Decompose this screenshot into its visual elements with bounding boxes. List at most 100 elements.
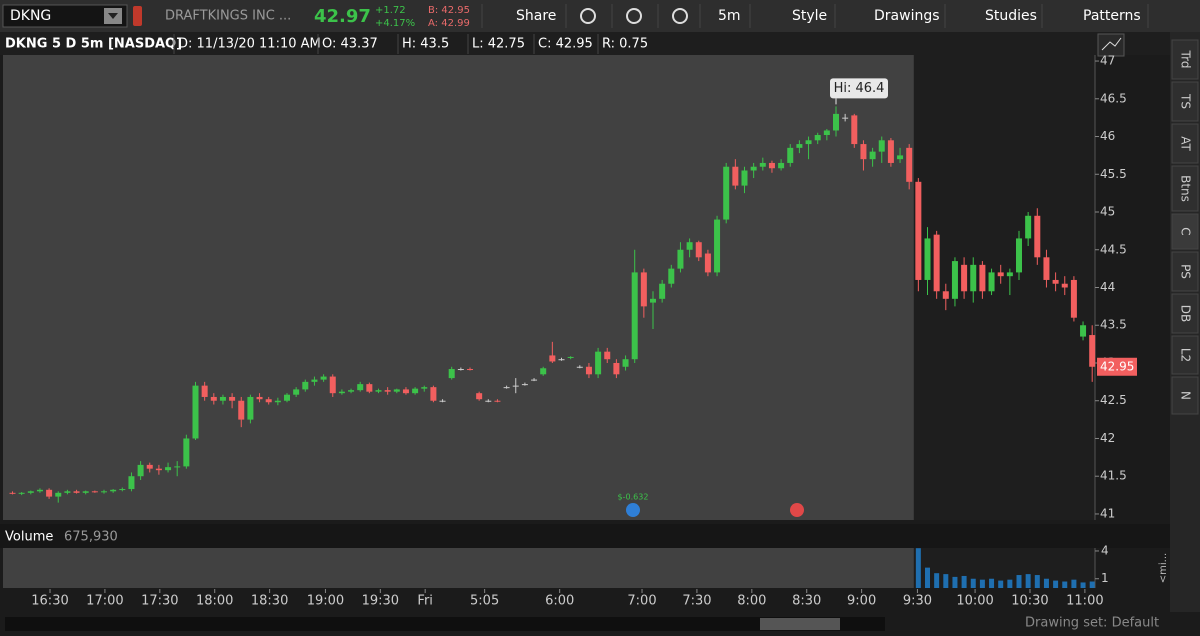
toolbar-icon[interactable] (626, 8, 642, 24)
side-tab-label[interactable]: L2 (1179, 348, 1193, 362)
candle-body (796, 144, 803, 148)
candle-body (750, 166, 757, 171)
scrollbar[interactable] (5, 617, 885, 631)
candle-body (210, 396, 217, 401)
scroll-thumb[interactable] (760, 618, 840, 630)
side-tab-label[interactable]: TS (1179, 93, 1193, 109)
candle-body (878, 140, 885, 152)
header-field: DKNG 5 D 5m [NASDAQ] (5, 37, 182, 52)
candle-body (576, 366, 583, 368)
volume-bar (998, 580, 1004, 588)
side-tab-label[interactable]: AT (1179, 136, 1193, 151)
x-tick-label: 10:00 (956, 594, 993, 609)
candle-body (988, 272, 995, 292)
side-tab-label[interactable]: Btns (1179, 175, 1193, 202)
volume-value: 675,930 (64, 530, 118, 545)
side-tab-label[interactable]: N (1179, 391, 1193, 400)
candle-body (256, 396, 263, 400)
candle-body (640, 272, 647, 307)
volume-bar (1016, 575, 1022, 588)
side-tab[interactable] (1171, 335, 1199, 375)
candle-body (1043, 257, 1050, 280)
earnings-event[interactable] (790, 503, 804, 517)
candle-body (476, 393, 483, 400)
side-tab[interactable] (1171, 123, 1199, 164)
y-tick-label: 45.5 (1100, 167, 1127, 181)
button-label[interactable]: Patterns (1083, 8, 1141, 24)
candle-body (412, 388, 419, 394)
button-label[interactable]: Drawings (874, 8, 940, 24)
candle-body (915, 181, 922, 280)
candle-body (979, 264, 986, 292)
y-tick-label: 42.5 (1100, 393, 1127, 407)
x-tick-label: 6:00 (545, 594, 574, 609)
side-tab[interactable] (1171, 293, 1199, 334)
side-tab[interactable] (1171, 213, 1199, 250)
side-tab-label[interactable]: Trd (1179, 50, 1193, 69)
x-tick-label: 19:30 (362, 594, 399, 609)
y-tick-label: 47 (1100, 54, 1115, 68)
candle-body (128, 476, 135, 490)
candle-body (860, 144, 867, 160)
button-label[interactable]: Style (792, 8, 827, 24)
x-tick-label: 7:00 (627, 594, 656, 609)
bid: B: 42.95 (428, 5, 470, 16)
side-tab[interactable] (1171, 376, 1199, 415)
button-label[interactable]: Share (516, 8, 556, 24)
side-tab[interactable] (1171, 39, 1199, 80)
volume-bar (925, 567, 930, 588)
link-icon[interactable] (133, 6, 142, 26)
candle-body (137, 464, 144, 477)
candle-body (229, 396, 236, 401)
toolbar-icon[interactable] (580, 8, 596, 24)
style-toggle[interactable] (1097, 33, 1125, 57)
volume-bar (1034, 575, 1040, 588)
candle-body (467, 369, 473, 371)
volume-bar (952, 576, 958, 588)
side-tab[interactable] (1171, 165, 1199, 212)
y-tick-label: 41.5 (1100, 469, 1127, 483)
candle-body (9, 492, 16, 494)
candle-body (1034, 215, 1041, 258)
dividend-event[interactable] (626, 503, 640, 517)
symbol-box[interactable] (2, 4, 128, 28)
button-label[interactable]: Studies (985, 8, 1037, 24)
x-tick-label: 11:00 (1066, 594, 1103, 609)
candle-body (64, 491, 71, 493)
side-tab-label[interactable]: C (1179, 227, 1193, 235)
hi-callout (830, 78, 888, 99)
y-tick-label: 44 (1100, 280, 1115, 294)
volume-label: Volume (5, 530, 53, 545)
candle-body (18, 492, 25, 494)
symbol[interactable]: DKNG (10, 8, 51, 24)
candle-body (869, 151, 876, 160)
header-field: R: 0.75 (602, 37, 648, 52)
volume-bar (961, 575, 967, 588)
candle-body (942, 291, 949, 299)
candle-body (970, 264, 977, 292)
button-label[interactable]: 5m (718, 8, 741, 24)
side-tab-label[interactable]: DB (1179, 305, 1193, 322)
candle-body (741, 170, 748, 186)
volume-header (0, 524, 1170, 548)
candle-body (192, 385, 199, 439)
volume-bar (979, 579, 985, 588)
candle-body (155, 468, 162, 471)
candle-body (887, 140, 894, 163)
toolbar-icon[interactable] (672, 8, 688, 24)
candle-body (46, 489, 53, 497)
side-tab[interactable] (1171, 251, 1199, 292)
candle-body (723, 166, 730, 220)
candle-body (293, 389, 300, 395)
hi-label: Hi: 46.4 (834, 81, 885, 96)
drawing-set[interactable]: Drawing set: Default (1025, 616, 1159, 631)
volume-bar (915, 548, 921, 588)
candle-body (302, 381, 309, 390)
x-tick-label: 18:30 (251, 594, 288, 609)
candle-body (421, 387, 428, 389)
candle-body (384, 390, 391, 392)
side-tab[interactable] (1171, 81, 1199, 122)
x-tick-label: 8:00 (737, 594, 766, 609)
side-tab-label[interactable]: PS (1179, 264, 1193, 279)
